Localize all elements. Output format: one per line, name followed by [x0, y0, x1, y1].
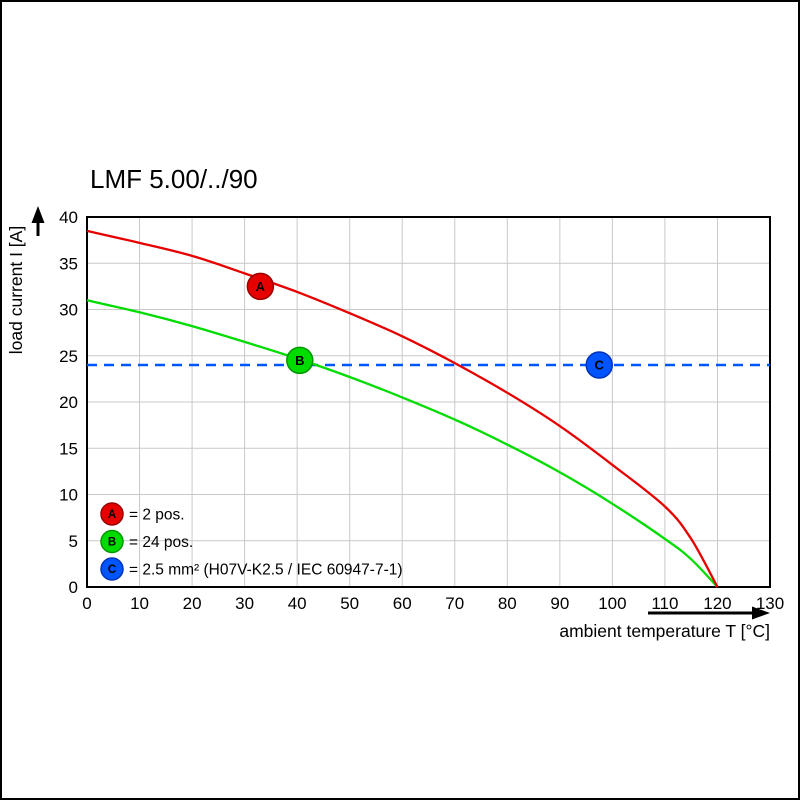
plot-area: 0 10 20 30 40 50 60 70 80 90 100 110 120 130 0 5 10 15 20 2… [31, 206, 784, 620]
y-tick-label: 15 [59, 439, 78, 458]
x-tick-label: 80 [498, 594, 517, 613]
y-tick-label: 40 [59, 208, 78, 227]
y-tick-label: 0 [69, 578, 78, 597]
marker-letter-B: B [295, 353, 304, 368]
curve-A [86, 229, 719, 588]
y-tick-label: 5 [69, 532, 78, 551]
y-tick-label: 20 [59, 393, 78, 412]
x-tick-label: 120 [703, 594, 731, 613]
legend-label-B: = 24 pos. [129, 534, 193, 551]
legend-label-A: = 2 pos. [129, 507, 185, 524]
x-tick-label: 0 [82, 594, 91, 613]
y-tick-label: 10 [59, 486, 78, 505]
x-tick-label: 20 [183, 594, 202, 613]
x-tick-label: 100 [598, 594, 626, 613]
x-tick-label: 90 [550, 594, 569, 613]
x-tick-label: 70 [445, 594, 464, 613]
marker-A [246, 272, 275, 301]
x-tick-label: 10 [130, 594, 149, 613]
marker-C [585, 351, 613, 379]
legend-swatch-A [100, 502, 124, 526]
x-tick-label: 40 [288, 594, 307, 613]
legend-label-C: = 2.5 mm² (H07V-K2.5 / IEC 60947-7-1) [129, 562, 403, 579]
x-tick-label: 130 [756, 594, 784, 613]
plot-border [86, 216, 771, 588]
x-axis-arrowhead [752, 606, 770, 620]
legend-letter-B: B [108, 537, 116, 549]
x-axis-label: ambient temperature T [°C] [559, 621, 770, 641]
legend-swatch-B [100, 529, 124, 554]
y-tick-label: 25 [59, 347, 78, 366]
marker-B [286, 346, 314, 375]
legend-letter-A: A [108, 509, 116, 521]
marker-letter-C: C [595, 358, 605, 373]
x-tick-label: 30 [235, 594, 254, 613]
chart-title: LMF 5.00/../90 [90, 164, 258, 194]
y-tick-label: 35 [59, 254, 78, 273]
y-axis-label: load current I [A] [6, 226, 26, 354]
x-tick-label: 60 [393, 594, 412, 613]
marker-letter-A: A [256, 279, 266, 294]
curve-B [86, 299, 719, 588]
x-tick-label: 50 [340, 594, 359, 613]
y-tick-label: 30 [59, 301, 78, 320]
legend-swatch-C [100, 557, 124, 581]
x-tick-label: 110 [651, 594, 678, 613]
y-axis-arrowhead [31, 206, 45, 223]
legend-letter-C: C [108, 564, 116, 576]
